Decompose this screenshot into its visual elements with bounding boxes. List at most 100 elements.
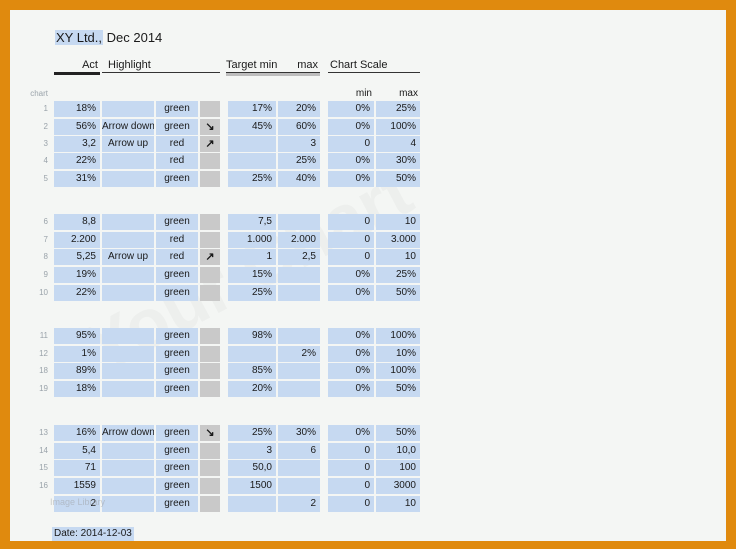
cell-smin[interactable]: 0: [328, 460, 374, 476]
cell-color[interactable]: red: [156, 249, 198, 265]
cell-smin[interactable]: 0%: [328, 425, 374, 441]
cell-act[interactable]: 1%: [54, 346, 100, 362]
cell-tmin[interactable]: 25%: [228, 285, 276, 301]
cell-smin[interactable]: 0: [328, 496, 374, 512]
cell-color[interactable]: green: [156, 328, 198, 344]
cell-tmin[interactable]: 50,0: [228, 460, 276, 476]
cell-highlight[interactable]: [102, 496, 154, 512]
cell-smax[interactable]: 100%: [376, 363, 420, 379]
cell-smin[interactable]: 0%: [328, 381, 374, 397]
cell-act[interactable]: 5,25: [54, 249, 100, 265]
cell-smin[interactable]: 0: [328, 478, 374, 494]
cell-color[interactable]: green: [156, 381, 198, 397]
cell-smax[interactable]: 4: [376, 136, 420, 152]
cell-smin[interactable]: 0: [328, 249, 374, 265]
cell-smin[interactable]: 0%: [328, 285, 374, 301]
cell-smax[interactable]: 25%: [376, 101, 420, 117]
cell-color[interactable]: red: [156, 153, 198, 169]
cell-act[interactable]: 71: [54, 460, 100, 476]
cell-smin[interactable]: 0: [328, 214, 374, 230]
cell-color[interactable]: green: [156, 285, 198, 301]
cell-tmin[interactable]: [228, 346, 276, 362]
cell-arrow[interactable]: [200, 478, 220, 494]
cell-color[interactable]: green: [156, 171, 198, 187]
cell-highlight[interactable]: Arrow up: [102, 136, 154, 152]
cell-tmax[interactable]: [278, 214, 320, 230]
cell-act[interactable]: 19%: [54, 267, 100, 283]
cell-highlight[interactable]: [102, 101, 154, 117]
cell-highlight[interactable]: [102, 460, 154, 476]
cell-arrow[interactable]: ↘: [200, 119, 220, 135]
cell-tmax[interactable]: 60%: [278, 119, 320, 135]
cell-act[interactable]: 89%: [54, 363, 100, 379]
cell-act[interactable]: 22%: [54, 285, 100, 301]
cell-arrow[interactable]: [200, 381, 220, 397]
cell-color[interactable]: red: [156, 232, 198, 248]
cell-smax[interactable]: 50%: [376, 381, 420, 397]
cell-act[interactable]: 18%: [54, 381, 100, 397]
cell-smin[interactable]: 0%: [328, 363, 374, 379]
cell-color[interactable]: green: [156, 460, 198, 476]
cell-highlight[interactable]: [102, 443, 154, 459]
cell-highlight[interactable]: Arrow down: [102, 119, 154, 135]
cell-tmax[interactable]: 2: [278, 496, 320, 512]
cell-smax[interactable]: 10,0: [376, 443, 420, 459]
cell-act[interactable]: 31%: [54, 171, 100, 187]
cell-tmin[interactable]: [228, 136, 276, 152]
cell-smax[interactable]: 25%: [376, 267, 420, 283]
cell-tmax[interactable]: [278, 285, 320, 301]
cell-highlight[interactable]: [102, 381, 154, 397]
cell-tmax[interactable]: 25%: [278, 153, 320, 169]
cell-tmax[interactable]: 30%: [278, 425, 320, 441]
cell-highlight[interactable]: [102, 214, 154, 230]
cell-smax[interactable]: 3000: [376, 478, 420, 494]
cell-color[interactable]: green: [156, 267, 198, 283]
cell-tmax[interactable]: 20%: [278, 101, 320, 117]
cell-arrow[interactable]: [200, 460, 220, 476]
cell-tmin[interactable]: 25%: [228, 425, 276, 441]
cell-smin[interactable]: 0%: [328, 328, 374, 344]
cell-tmax[interactable]: 2%: [278, 346, 320, 362]
cell-act[interactable]: 2.200: [54, 232, 100, 248]
cell-act[interactable]: 5,4: [54, 443, 100, 459]
cell-color[interactable]: green: [156, 425, 198, 441]
cell-smax[interactable]: 30%: [376, 153, 420, 169]
cell-act[interactable]: 3,2: [54, 136, 100, 152]
cell-color[interactable]: green: [156, 214, 198, 230]
cell-arrow[interactable]: [200, 153, 220, 169]
cell-highlight[interactable]: [102, 267, 154, 283]
cell-highlight[interactable]: Arrow down: [102, 425, 154, 441]
cell-highlight[interactable]: [102, 328, 154, 344]
cell-color[interactable]: green: [156, 363, 198, 379]
cell-smax[interactable]: 3.000: [376, 232, 420, 248]
cell-act[interactable]: 2: [54, 496, 100, 512]
cell-highlight[interactable]: [102, 171, 154, 187]
cell-smax[interactable]: 10: [376, 496, 420, 512]
cell-color[interactable]: green: [156, 101, 198, 117]
cell-arrow[interactable]: [200, 232, 220, 248]
cell-tmin[interactable]: [228, 153, 276, 169]
cell-color[interactable]: green: [156, 496, 198, 512]
cell-tmax[interactable]: 2.000: [278, 232, 320, 248]
cell-act[interactable]: 95%: [54, 328, 100, 344]
cell-smax[interactable]: 10: [376, 214, 420, 230]
cell-smax[interactable]: 100%: [376, 328, 420, 344]
cell-arrow[interactable]: [200, 346, 220, 362]
cell-highlight[interactable]: [102, 346, 154, 362]
cell-smin[interactable]: 0: [328, 136, 374, 152]
cell-highlight[interactable]: [102, 232, 154, 248]
cell-tmax[interactable]: [278, 363, 320, 379]
cell-smin[interactable]: 0: [328, 232, 374, 248]
cell-smin[interactable]: 0%: [328, 153, 374, 169]
cell-tmin[interactable]: 25%: [228, 171, 276, 187]
cell-tmin[interactable]: 1500: [228, 478, 276, 494]
cell-tmax[interactable]: [278, 267, 320, 283]
cell-tmax[interactable]: 3: [278, 136, 320, 152]
cell-arrow[interactable]: ↗: [200, 136, 220, 152]
cell-arrow[interactable]: [200, 214, 220, 230]
cell-tmin[interactable]: 3: [228, 443, 276, 459]
cell-arrow[interactable]: [200, 443, 220, 459]
cell-highlight[interactable]: Arrow up: [102, 249, 154, 265]
cell-highlight[interactable]: [102, 285, 154, 301]
cell-smax[interactable]: 10: [376, 249, 420, 265]
